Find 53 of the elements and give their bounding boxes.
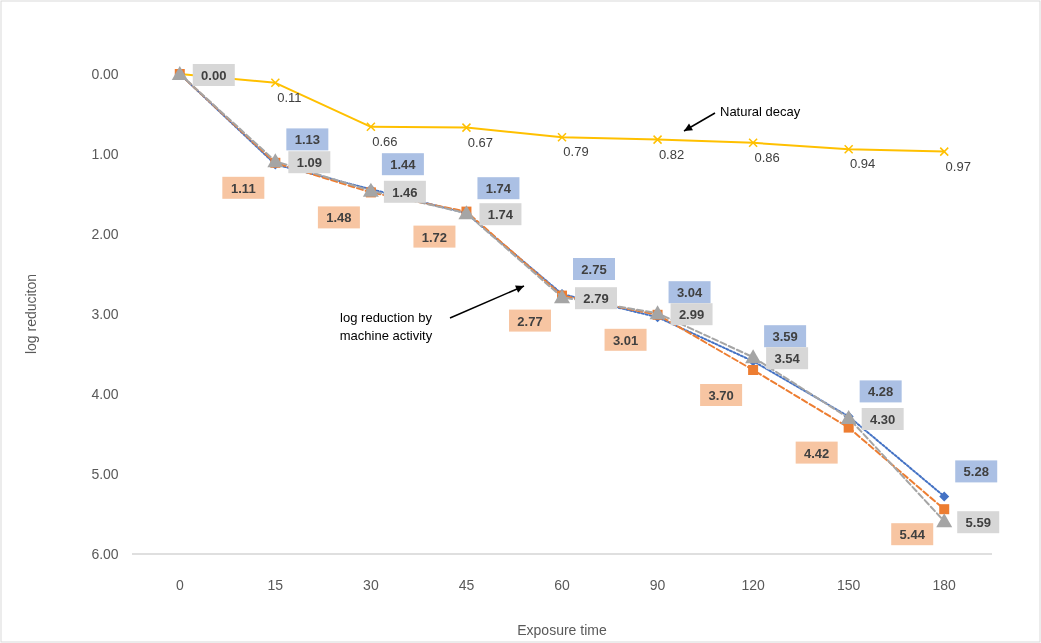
- data-label: 0.00: [201, 68, 227, 83]
- x-tick-label: 30: [363, 577, 379, 593]
- data-label: 1.74: [485, 181, 512, 197]
- data-label: 2.79: [583, 291, 609, 307]
- x-axis-title: Exposure time: [517, 622, 607, 638]
- data-label: 0.66: [372, 133, 398, 149]
- data-label: 2.99: [678, 307, 705, 323]
- data-label: 1.46: [392, 184, 418, 200]
- data-label: 3.01: [612, 332, 639, 348]
- data-label: 4.30: [870, 412, 896, 427]
- data-label: 2.75: [581, 262, 607, 277]
- y-tick-label: 5.00: [91, 466, 119, 482]
- data-label: 0.97: [945, 158, 971, 174]
- y-tick-label: 1.00: [91, 146, 119, 162]
- data-label: 5.44: [899, 527, 926, 543]
- data-label: 1.44: [390, 157, 417, 173]
- data-label: 1.48: [326, 210, 352, 226]
- y-axis-title: log reduciton: [23, 273, 39, 355]
- data-label: 1.72: [421, 229, 448, 245]
- x-tick-label: 0: [175, 577, 184, 593]
- data-label: 0.11: [277, 89, 302, 105]
- data-label: 4.42: [804, 445, 830, 461]
- data-label: 4.28: [868, 384, 894, 400]
- data-label: 0.86: [754, 149, 780, 165]
- data-label: 2.77: [517, 313, 543, 329]
- data-label: 1.13: [294, 132, 320, 148]
- y-tick-label: 4.00: [91, 386, 119, 402]
- data-label: 0.79: [563, 144, 589, 160]
- data-label: 3.54: [774, 351, 801, 367]
- x-tick-label: 120: [741, 577, 765, 593]
- data-label: 3.59: [772, 329, 798, 345]
- x-tick-label: 45: [458, 577, 475, 593]
- data-label: 0.94: [850, 156, 876, 172]
- data-label: 3.70: [708, 388, 734, 403]
- data-label: 0.67: [467, 134, 494, 150]
- data-label: 3.04: [676, 285, 703, 301]
- x-tick-label: 150: [836, 577, 861, 593]
- annotation: Natural decay: [720, 104, 801, 119]
- data-label: 1.09: [296, 155, 322, 171]
- x-tick-label: 15: [267, 577, 284, 593]
- data-label: 1.11: [231, 180, 256, 196]
- y-tick-label: 0.00: [91, 66, 119, 82]
- data-label: 0.82: [658, 146, 685, 162]
- x-tick-label: 60: [554, 577, 570, 593]
- data-label: 5.59: [965, 515, 991, 531]
- x-tick-label: 90: [649, 577, 666, 593]
- y-tick-label: 2.00: [91, 226, 119, 242]
- data-label: 1.74: [487, 207, 514, 223]
- y-tick-label: 6.00: [91, 546, 119, 562]
- y-tick-label: 3.00: [91, 306, 119, 322]
- x-tick-label: 180: [932, 577, 957, 593]
- annotation: log reduction by machine activity: [339, 310, 433, 343]
- data-label: 5.28: [963, 464, 989, 480]
